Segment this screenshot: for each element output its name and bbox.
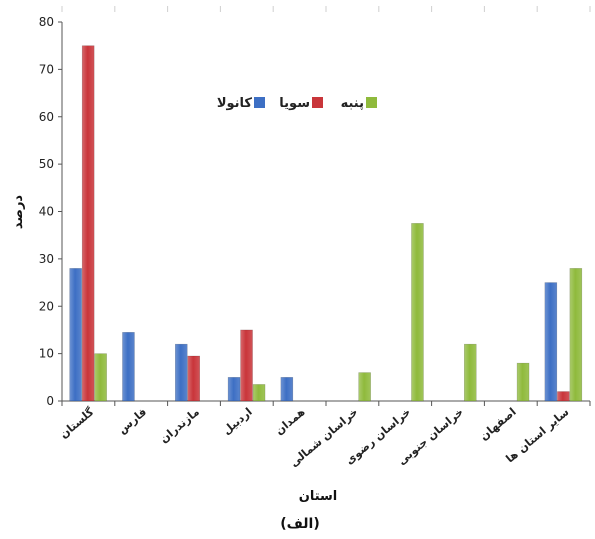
figure-caption: (الف) xyxy=(280,516,320,532)
bar xyxy=(69,268,82,402)
bar xyxy=(252,384,266,402)
x-axis xyxy=(61,400,591,406)
legend-label: پنبه xyxy=(341,96,364,111)
bar xyxy=(227,377,241,402)
bar xyxy=(280,377,294,402)
y-axis: 0 10 20 30 40 50 60 70 80 xyxy=(39,15,63,408)
legend-label: کانولا xyxy=(217,96,253,111)
bar xyxy=(358,372,371,402)
y-tick-label: 10 xyxy=(39,347,54,361)
y-tick-label: 20 xyxy=(39,299,54,313)
y-tick-label: 50 xyxy=(39,157,54,171)
legend-label: سویا xyxy=(279,96,310,111)
y-tick-label: 70 xyxy=(39,62,54,76)
bar xyxy=(122,332,135,402)
bar xyxy=(240,329,253,402)
legend: کانولا سویا پنبه xyxy=(217,96,377,111)
bars xyxy=(69,45,583,402)
bar xyxy=(81,45,95,402)
bar xyxy=(464,343,477,402)
category-label: مازندران xyxy=(157,405,202,445)
bar xyxy=(94,353,107,402)
bar xyxy=(187,355,200,402)
bar xyxy=(569,268,583,402)
category-label: اصفهان xyxy=(477,405,518,443)
bar xyxy=(516,362,530,402)
y-tick-label: 40 xyxy=(39,205,54,219)
bar xyxy=(411,223,424,402)
category-label: فارس xyxy=(116,405,150,436)
x-axis-title: استان xyxy=(299,489,338,504)
legend-swatch xyxy=(312,97,323,108)
category-label: اردبیل xyxy=(220,405,255,437)
y-tick-label: 30 xyxy=(39,252,54,266)
category-label: گلستان xyxy=(57,405,97,441)
y-tick-label: 80 xyxy=(39,15,54,29)
bar xyxy=(544,282,558,402)
y-axis-title: درصد xyxy=(11,195,26,230)
legend-swatch xyxy=(366,97,377,108)
category-label: همدان xyxy=(273,405,308,437)
bar xyxy=(557,391,570,402)
bar xyxy=(175,343,188,402)
y-tick-label: 0 xyxy=(46,394,54,408)
top-tick-marks xyxy=(61,6,591,12)
legend-swatch xyxy=(254,97,265,108)
y-tick-label: 60 xyxy=(39,110,54,124)
